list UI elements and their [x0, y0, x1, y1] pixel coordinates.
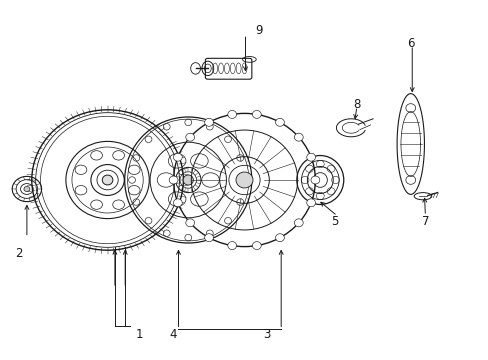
- Ellipse shape: [185, 219, 194, 227]
- Ellipse shape: [294, 219, 303, 227]
- Text: 7: 7: [421, 215, 428, 228]
- Text: 4: 4: [169, 328, 177, 341]
- Ellipse shape: [310, 176, 319, 184]
- Text: 9: 9: [255, 24, 263, 37]
- Ellipse shape: [252, 242, 261, 249]
- Ellipse shape: [275, 118, 284, 126]
- Text: 5: 5: [330, 215, 338, 228]
- Ellipse shape: [252, 111, 261, 118]
- Ellipse shape: [185, 133, 194, 141]
- Ellipse shape: [169, 176, 178, 184]
- Ellipse shape: [183, 175, 193, 185]
- Ellipse shape: [24, 186, 30, 192]
- Ellipse shape: [236, 172, 252, 188]
- Ellipse shape: [294, 133, 303, 141]
- Text: 2: 2: [15, 247, 22, 260]
- Ellipse shape: [227, 242, 236, 249]
- Ellipse shape: [227, 111, 236, 118]
- Ellipse shape: [204, 234, 213, 242]
- Ellipse shape: [306, 153, 315, 161]
- Ellipse shape: [306, 199, 315, 207]
- Ellipse shape: [102, 175, 113, 185]
- Ellipse shape: [173, 153, 182, 161]
- Text: 3: 3: [262, 328, 270, 341]
- Text: 8: 8: [352, 98, 360, 111]
- Ellipse shape: [204, 118, 213, 126]
- Ellipse shape: [173, 199, 182, 207]
- Ellipse shape: [275, 234, 284, 242]
- Text: 1: 1: [135, 328, 143, 341]
- Text: 6: 6: [406, 37, 414, 50]
